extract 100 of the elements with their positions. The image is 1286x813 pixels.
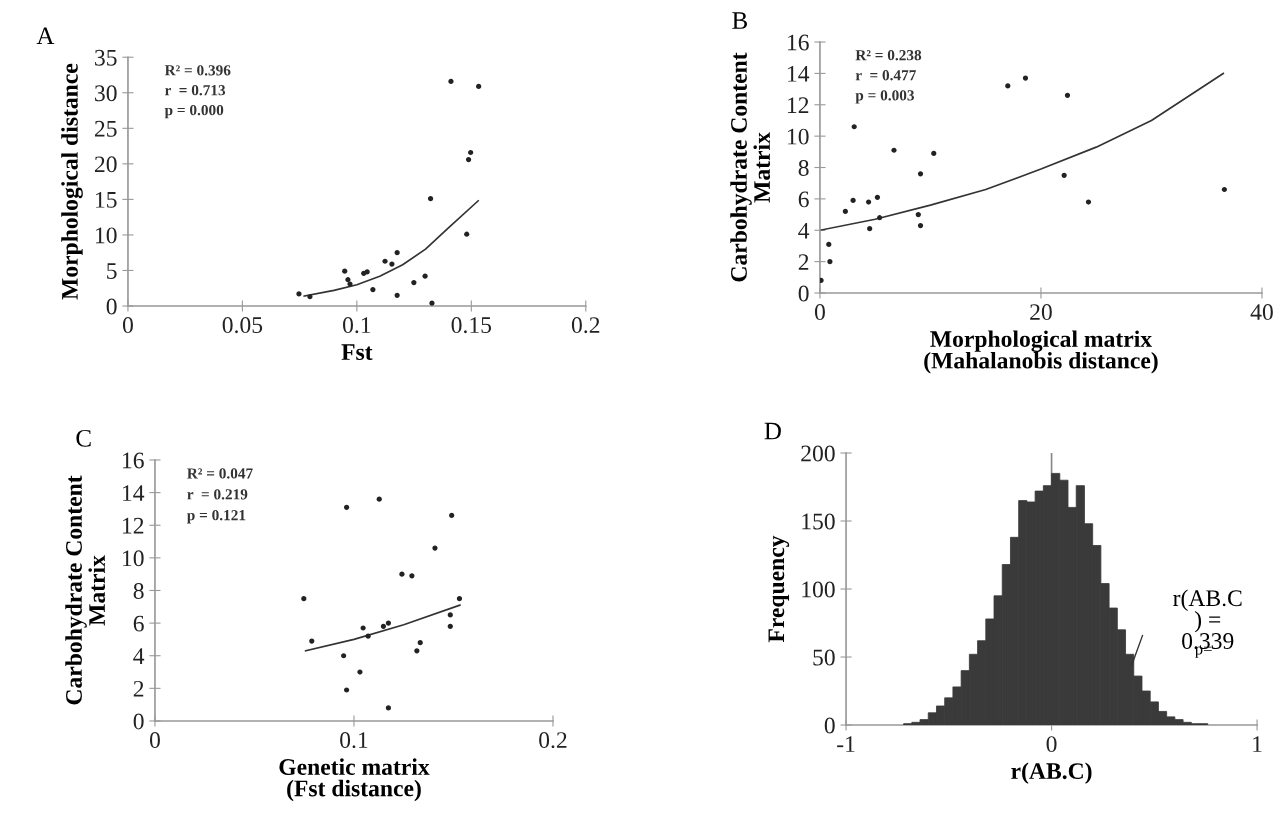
y-tick-label: 10 [123,550,144,567]
point [1064,92,1071,98]
point [385,620,391,626]
point [1085,199,1092,205]
point [341,653,347,659]
y-tick-label: 20 [94,156,117,173]
point [917,171,924,177]
y-tick-label: 6 [798,191,809,208]
point [344,687,350,693]
annotation: p = 0.121 [187,510,246,524]
y-tick-label: 6 [133,615,144,632]
point [429,300,435,306]
point [447,612,453,618]
point [389,261,395,267]
y-tick-label: 14 [788,66,810,82]
y-tick-label: 0 [824,717,835,734]
point [891,147,897,153]
point [448,78,454,84]
x-tick-label: 0.05 [222,317,263,334]
line-series [304,604,461,652]
point [447,623,453,629]
y-tick-label: 25 [94,120,117,137]
point [915,211,921,218]
point [468,149,474,156]
y-axis-title: Carbohydrate Content Matrix [65,475,106,705]
y-tick-label: 2 [133,680,144,697]
x-tick-label: 0 [149,732,160,748]
line-series [819,72,1225,232]
point [449,512,455,519]
chart-title: B [732,12,748,29]
y-tick-label: 4 [133,648,145,664]
point [465,156,472,163]
x-tick-label: -1 [837,736,855,752]
point [865,199,872,205]
annotation: p = 0.003 [855,90,915,104]
point [917,222,924,229]
chart-title: C [76,429,91,447]
point [1005,83,1011,89]
x-tick-label: 20 [1030,304,1052,321]
point [364,269,370,275]
y-tick-label: 14 [123,485,145,501]
point [850,197,856,204]
y-tick-label: 10 [96,227,117,244]
point [432,545,438,551]
point [409,573,415,579]
point [1022,75,1029,81]
point [842,208,848,215]
point [344,504,350,510]
point [342,268,348,274]
point [309,638,315,644]
annotation: r = 0.219 [187,489,248,500]
y-tick-label: 15 [96,192,117,208]
point [380,623,387,629]
y-tick-label: 150 [802,513,835,530]
point [851,124,857,130]
point [827,259,833,265]
y-tick-label: 12 [788,97,809,113]
y-tick-label: 35 [95,49,117,66]
point [867,226,873,232]
point [394,292,400,298]
y-tick-label: 5 [107,263,117,279]
point [1221,186,1227,193]
point [360,625,366,631]
y-axis-title: Carbohydrate Content Matrix [730,52,771,282]
point [464,231,470,237]
point [399,571,405,577]
point [874,194,881,200]
point [476,83,482,89]
point [376,496,382,502]
y-tick-label: 16 [788,34,809,51]
y-tick-label: 0 [798,285,809,302]
x-tick-label: 0 [1046,736,1057,753]
y-axis-title: Frequency [768,535,790,643]
chart-title: A [36,27,55,44]
point [931,150,937,156]
point [456,596,463,602]
y-tick-label: 16 [123,452,144,469]
y-tick-label: 2 [798,254,809,270]
y-tick-label: 50 [813,649,835,666]
x-tick-label: 0.2 [539,732,567,749]
annotation: R² = 0.047 [187,468,253,479]
annotation: R² = 0.396 [164,65,231,76]
annotation: R² = 0.238 [855,50,922,61]
y-tick-label: 30 [95,85,117,102]
x-tick-label: 40 [1250,304,1273,321]
x-axis-title: Genetic matrix (Fst distance) [279,758,430,802]
x-axis-title: Fst [341,344,373,361]
x-axis-title: r(AB.C) [1011,762,1092,784]
annotation: p = 0.000 [164,104,224,119]
x-tick-label: 0.1 [340,732,368,749]
y-tick-label: 0 [133,713,144,730]
point [417,640,423,646]
point [382,258,388,264]
point [394,250,400,256]
point [357,669,363,675]
point [307,294,313,300]
y-tick-label: 4 [798,222,810,239]
y-axis-title: Morphological distance [61,63,83,300]
y-tick-label: 100 [802,581,835,598]
x-tick-label: 0.15 [451,317,492,334]
